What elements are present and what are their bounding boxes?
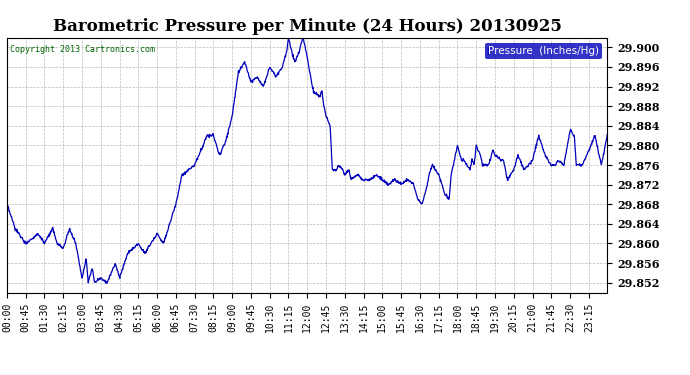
Text: Copyright 2013 Cartronics.com: Copyright 2013 Cartronics.com: [10, 45, 155, 54]
Title: Barometric Pressure per Minute (24 Hours) 20130925: Barometric Pressure per Minute (24 Hours…: [52, 18, 562, 34]
Legend: Pressure  (Inches/Hg): Pressure (Inches/Hg): [485, 43, 602, 59]
